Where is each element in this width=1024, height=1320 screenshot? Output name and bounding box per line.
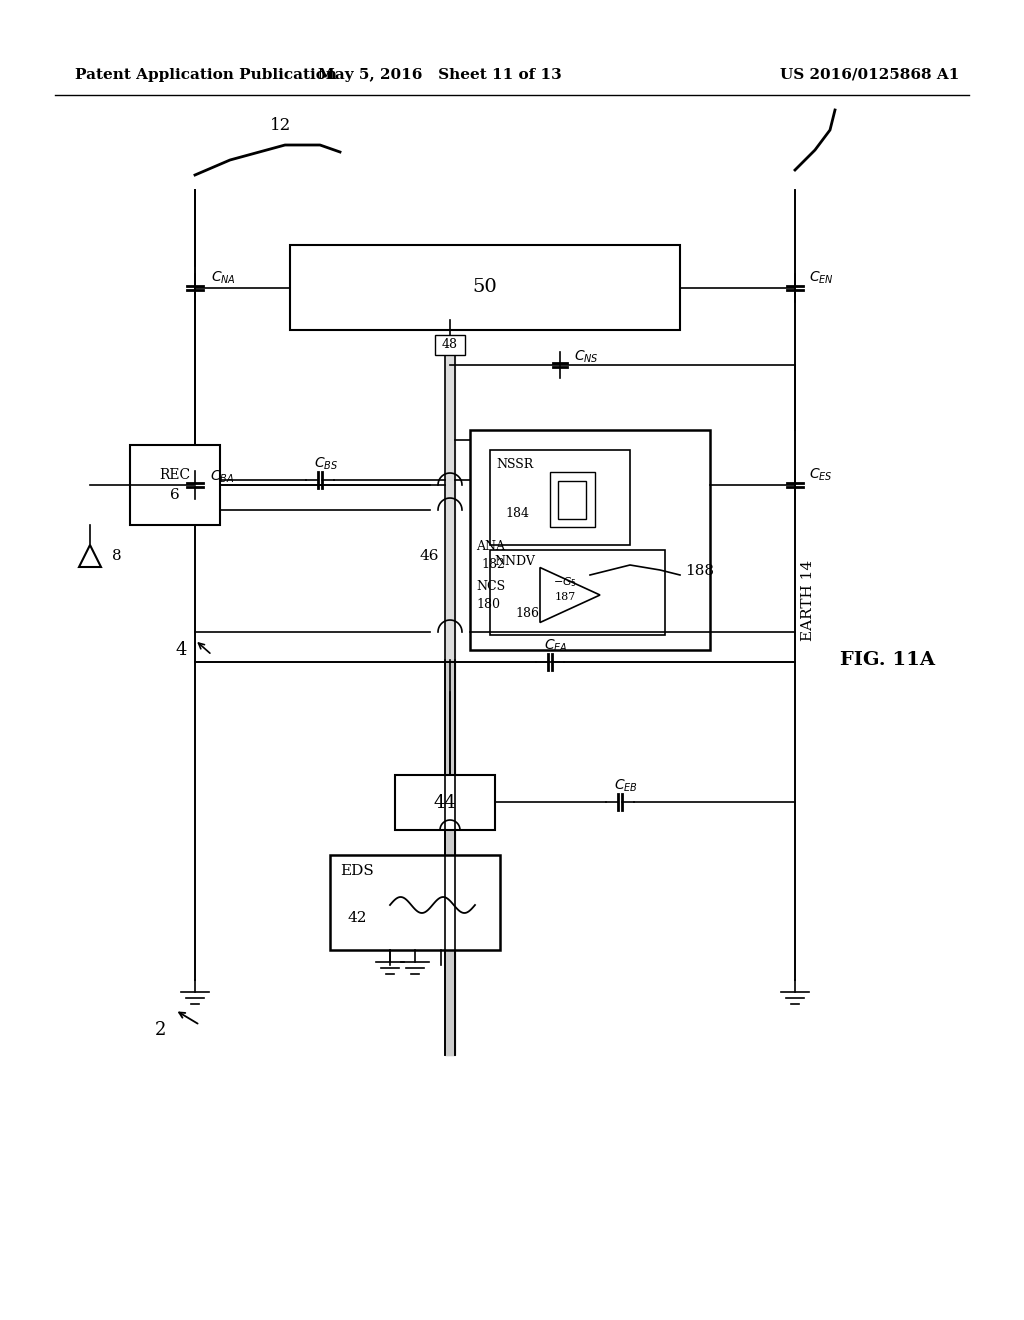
Text: 4: 4: [175, 642, 186, 659]
Text: ANA: ANA: [476, 540, 505, 553]
Text: Patent Application Publication: Patent Application Publication: [75, 69, 337, 82]
Text: 12: 12: [270, 117, 291, 135]
Text: $C_{BA}$: $C_{BA}$: [210, 469, 234, 486]
Text: 50: 50: [473, 279, 498, 297]
Bar: [558, 480, 586, 519]
Text: $C_{EB}$: $C_{EB}$: [614, 777, 638, 795]
Text: 187: 187: [554, 591, 575, 602]
Text: 46: 46: [420, 549, 439, 564]
Text: 182: 182: [481, 558, 505, 572]
Text: NNDV: NNDV: [494, 554, 535, 568]
Text: 188: 188: [685, 564, 714, 578]
Bar: [330, 855, 500, 950]
Text: $C_{NS}$: $C_{NS}$: [574, 348, 599, 366]
Text: 184: 184: [505, 507, 529, 520]
Bar: [490, 550, 665, 635]
Bar: [470, 430, 710, 649]
Text: US 2016/0125868 A1: US 2016/0125868 A1: [780, 69, 959, 82]
Bar: [130, 445, 220, 525]
Text: REC: REC: [160, 469, 190, 482]
Text: $C_{BS}$: $C_{BS}$: [314, 455, 338, 473]
Text: NSSR: NSSR: [496, 458, 534, 471]
Bar: [435, 335, 465, 355]
Text: May 5, 2016   Sheet 11 of 13: May 5, 2016 Sheet 11 of 13: [318, 69, 562, 82]
Polygon shape: [540, 568, 600, 623]
Bar: [550, 473, 595, 527]
Polygon shape: [79, 545, 101, 568]
Bar: [490, 450, 630, 545]
Bar: [290, 246, 680, 330]
Text: $C_{EN}$: $C_{EN}$: [809, 269, 834, 286]
Text: NCS: NCS: [476, 579, 505, 593]
Text: 8: 8: [112, 549, 122, 564]
Text: $C_{NA}$: $C_{NA}$: [211, 269, 236, 286]
Text: EARTH 14: EARTH 14: [801, 560, 815, 640]
Text: 48: 48: [442, 338, 458, 351]
Text: FIG. 11A: FIG. 11A: [840, 651, 935, 669]
Text: 44: 44: [433, 793, 457, 812]
Text: $C_{EA}$: $C_{EA}$: [544, 638, 568, 655]
Text: EDS: EDS: [340, 865, 374, 878]
Text: 6: 6: [170, 488, 180, 502]
Text: 180: 180: [476, 598, 500, 611]
Text: 2: 2: [155, 1020, 166, 1039]
Text: $C_{ES}$: $C_{ES}$: [809, 467, 833, 483]
Text: $-G_5$: $-G_5$: [553, 576, 578, 589]
Bar: [395, 775, 495, 830]
Text: 42: 42: [348, 911, 368, 925]
Text: 186: 186: [515, 607, 539, 620]
